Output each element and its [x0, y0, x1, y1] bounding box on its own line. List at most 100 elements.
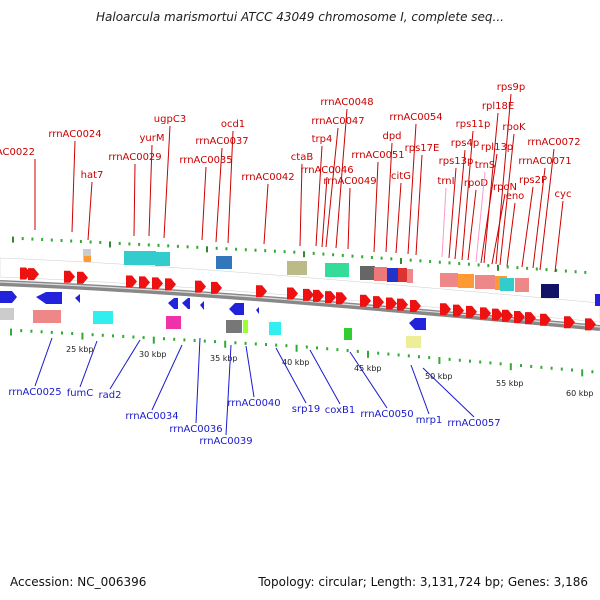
outer-tick [99, 240, 102, 244]
forward-gene-arrow [28, 268, 39, 281]
callout-line [201, 166, 207, 241]
outer-tick [303, 251, 305, 258]
callout-line [163, 125, 171, 239]
gene-label-mrp1: mrp1 [416, 415, 443, 426]
tick-label-35: 35 kbp [210, 354, 238, 363]
inner-tick [101, 333, 104, 337]
inner-tick [560, 367, 563, 371]
inner-tick [183, 338, 186, 342]
gene-label-rrnAC0034: rrnAC0034 [125, 411, 178, 422]
callout-line [263, 183, 269, 245]
outer-tick [235, 247, 238, 251]
outer-tick [322, 252, 325, 256]
gene-block-srp19 [269, 322, 281, 335]
gene-label-rpl18E: rpl18E [482, 101, 514, 112]
gene-block-rrnAC0036 [166, 316, 181, 329]
tick-label-40: 40 kbp [282, 358, 310, 367]
inner-tick [458, 358, 461, 362]
forward-gene-arrow [525, 312, 536, 325]
gene-label-rrnAC0047: rrnAC0047 [311, 116, 364, 127]
gene-label-rpoN: rpoN [493, 182, 517, 193]
outer-tick [390, 257, 393, 261]
callout-line [448, 167, 457, 259]
callout-line [195, 337, 201, 424]
forward-gene-arrow [373, 296, 384, 309]
inner-tick [316, 346, 318, 350]
callout-line [148, 144, 153, 237]
gene-label-rrnAC0071: rrnAC0071 [518, 156, 571, 167]
callout-line [225, 344, 232, 436]
callout-line [151, 344, 183, 411]
gene-block-rrnAC0051 [374, 267, 387, 281]
inner-tick [265, 343, 267, 347]
callout-line [325, 127, 339, 248]
inner-tick [407, 354, 410, 358]
tick-label-45: 45 kbp [354, 364, 382, 373]
gene-label-rrnAC0050: rrnAC0050 [360, 409, 413, 420]
inner-tick [367, 350, 369, 358]
inner-tick [71, 332, 74, 336]
outer-tick [176, 244, 179, 248]
inner-tick [224, 340, 227, 348]
bottom-gene-labels: rrnAC0025 fumC rad2rrnAC0034rrnAC0036rrnAC… [8, 337, 501, 447]
outer-tick [341, 253, 344, 257]
callout-line [133, 163, 136, 237]
scale-labels: 25 kbp 30 kbp 35 kbp 40 kbp 45 kbp 50 kb… [66, 345, 594, 398]
reverse-gene-row [0, 291, 600, 348]
gene-label-rrnAC0049: rrnAC0049 [323, 176, 376, 187]
gene-block-rps4p [458, 274, 474, 288]
outer-tick [574, 270, 577, 274]
outer-tick [157, 243, 160, 247]
callout-line [335, 108, 348, 249]
gene-arrow-rrnAC0034-b [182, 298, 190, 309]
gene-label-rrnAC0037: rrnAC0037 [195, 136, 248, 147]
forward-gene-arrow [360, 294, 371, 307]
forward-gene-arrow [211, 281, 222, 294]
inner-tick [428, 356, 431, 360]
outer-tick [31, 237, 34, 241]
forward-gene-arrow [502, 309, 513, 322]
gene-label-cyc: cyc [555, 189, 572, 200]
top-gene-labels: rrnAC0022 rrnAC0024 hat7 rrnAC0029 yurM ugpC3… [0, 82, 581, 273]
gene-label-citG: citG [391, 171, 411, 182]
gene-label-rrnAC0035: rrnAC0035 [179, 155, 232, 166]
callout-line [71, 140, 76, 233]
inner-tick [356, 349, 359, 353]
inner-tick [81, 332, 84, 340]
outer-tick [409, 258, 412, 262]
outer-tick [254, 248, 257, 252]
outer-tick [12, 236, 14, 243]
gene-label-rrnAC0051: rrnAC0051 [351, 150, 404, 161]
inner-tick [591, 370, 594, 374]
inner-tick [173, 337, 176, 341]
callout-line [109, 339, 141, 390]
inner-tick [305, 345, 308, 349]
gene-label-trnI: trnI [437, 176, 454, 187]
accession-text: Accession: NC_006396 [10, 575, 147, 589]
outer-tick [477, 263, 480, 267]
outer-tick [60, 239, 63, 243]
gene-label-rpl13p: rpl13p [481, 142, 513, 153]
gene-label-rps13p: rps13p [439, 156, 474, 167]
outer-tick [458, 262, 461, 266]
forward-gene-arrow [77, 271, 88, 284]
forward-gene-arrow [585, 318, 596, 331]
inner-tick [377, 351, 380, 355]
gene-block-fumC [33, 310, 61, 323]
gene-block-citG [398, 268, 407, 282]
tick-label-50: 50 kbp [425, 372, 453, 381]
inner-tick [234, 341, 237, 345]
gene-block-rrnAC0039 [226, 320, 242, 333]
callout-line [491, 193, 506, 265]
callout-line [215, 147, 223, 243]
callout-line [539, 148, 555, 271]
callout-line [410, 364, 430, 415]
inner-tick [142, 336, 145, 340]
gene-label-rad2: rad2 [99, 390, 122, 401]
outer-tick [448, 261, 451, 265]
forward-gene-arrow [386, 297, 397, 310]
outer-tick [312, 251, 315, 255]
callout-line [454, 149, 466, 260]
callout-line [395, 182, 402, 254]
inner-tick [285, 344, 288, 348]
